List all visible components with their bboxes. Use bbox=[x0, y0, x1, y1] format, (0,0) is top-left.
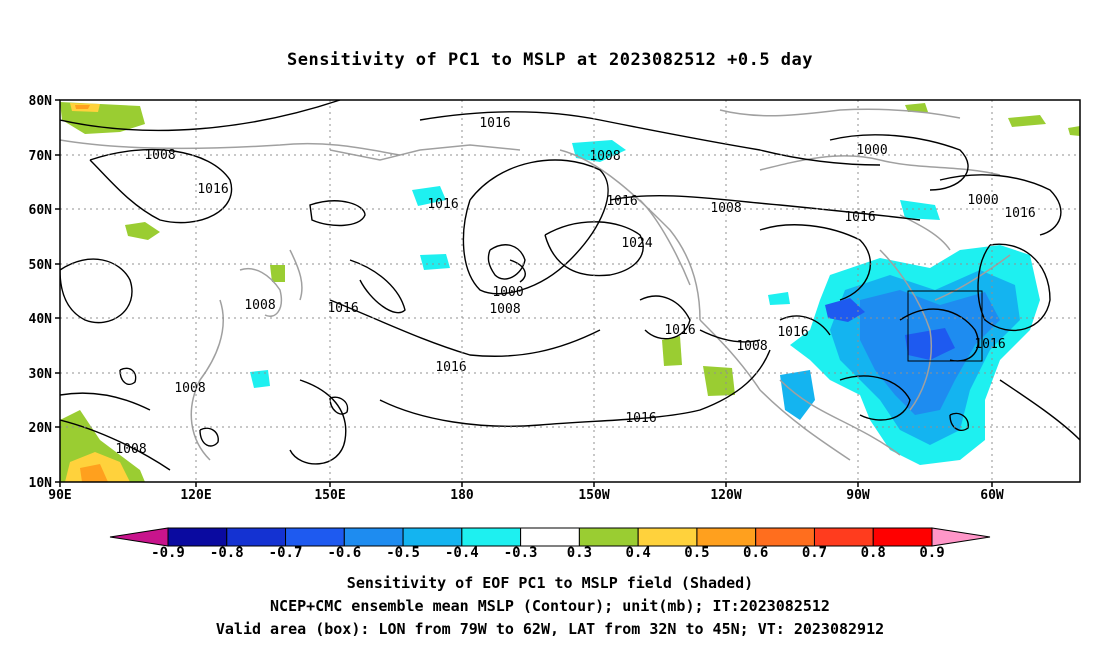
colorbar-swatch bbox=[755, 527, 815, 547]
colorbar-swatch bbox=[872, 527, 933, 547]
lon-label: 150E bbox=[314, 488, 345, 503]
latitude-axis: 80N 70N 60N 50N 40N 30N 20N 10N bbox=[29, 94, 60, 491]
contour-label: 1016 bbox=[427, 197, 458, 212]
map-frame bbox=[59, 99, 1081, 483]
colorbar-tick-label: 0.5 bbox=[684, 545, 709, 561]
contour-label: 1016 bbox=[844, 210, 875, 225]
lat-label: 30N bbox=[29, 367, 53, 382]
colorbar-swatch bbox=[226, 527, 287, 547]
colorbar-low-end bbox=[109, 527, 169, 547]
contour-label: 1016 bbox=[1004, 206, 1035, 221]
colorbar-tick-label: 0.9 bbox=[919, 545, 944, 561]
colorbar-tick-label: -0.6 bbox=[327, 545, 361, 561]
contour-label: 1008 bbox=[144, 148, 175, 163]
lon-label: 90W bbox=[846, 488, 870, 503]
colorbar-tick-label: 0.7 bbox=[802, 545, 827, 561]
contour-label: 1008 bbox=[244, 298, 275, 313]
colorbar-swatch bbox=[520, 527, 580, 547]
lat-label: 50N bbox=[29, 258, 53, 273]
colorbar-swatch bbox=[461, 527, 522, 547]
contour-label: 1008 bbox=[489, 302, 520, 317]
colorbar-tick-label: 0.6 bbox=[743, 545, 768, 561]
lon-label: 60W bbox=[980, 488, 1004, 503]
contour-label: 1008 bbox=[174, 381, 205, 396]
colorbar-tick-label: 0.8 bbox=[861, 545, 886, 561]
colorbar-swatch bbox=[696, 527, 757, 547]
lon-label: 180 bbox=[450, 488, 474, 503]
colorbar-swatch bbox=[402, 527, 463, 547]
longitude-axis: 90E 120E 150E 180 150W 120W 90W 60W bbox=[48, 482, 1004, 503]
lon-label: 120W bbox=[710, 488, 741, 503]
lat-label: 60N bbox=[29, 203, 53, 218]
colorbar-swatch bbox=[167, 527, 228, 547]
coastlines bbox=[60, 108, 1011, 461]
colorbar-swatch bbox=[578, 527, 639, 547]
colorbar-swatch bbox=[813, 527, 874, 547]
contour-label: 1016 bbox=[327, 301, 358, 316]
colorbar-swatch bbox=[343, 527, 404, 547]
colorbar-tick-label: 0.4 bbox=[626, 545, 651, 561]
colorbar-high-end bbox=[931, 527, 991, 547]
contour-label: 1000 bbox=[856, 143, 887, 158]
colorbar-tick-label: -0.7 bbox=[269, 545, 303, 561]
lat-label: 80N bbox=[29, 94, 53, 109]
lat-label: 10N bbox=[29, 476, 53, 491]
colorbar-tick-label: 0.3 bbox=[567, 545, 592, 561]
contour-label: 1000 bbox=[967, 193, 998, 208]
lon-label: 150W bbox=[578, 488, 609, 503]
colorbar-tick-label: -0.3 bbox=[504, 545, 538, 561]
colorbar-tick-label: -0.9 bbox=[151, 545, 185, 561]
lat-label: 40N bbox=[29, 312, 53, 327]
lon-label: 90E bbox=[48, 488, 71, 503]
colorbar-tick-label: -0.4 bbox=[445, 545, 479, 561]
valid-area-box bbox=[907, 290, 983, 362]
contour-label: 1008 bbox=[736, 339, 767, 354]
colorbar-labels: -0.9 -0.8 -0.7 -0.6 -0.5 -0.4 -0.3 0.3 0.4 0.5 0.6… bbox=[151, 545, 945, 561]
contour-label: 1016 bbox=[479, 116, 510, 131]
colorbar-tick-label: -0.8 bbox=[210, 545, 244, 561]
footer-line-2: NCEP+CMC ensemble mean MSLP (Contour); u… bbox=[270, 597, 830, 615]
chart-title: Sensitivity of PC1 to MSLP at 2023082512… bbox=[286, 50, 813, 70]
contour-label: 1008 bbox=[115, 442, 146, 457]
colorbar-swatch bbox=[637, 527, 698, 547]
contour-label: 1016 bbox=[197, 182, 228, 197]
footer-line-1: Sensitivity of EOF PC1 to MSLP field (Sh… bbox=[346, 574, 754, 592]
gridlines bbox=[60, 100, 1080, 482]
contour-label: 1016 bbox=[664, 323, 695, 338]
sensitivity-shading bbox=[60, 102, 1080, 482]
contour-label: 1016 bbox=[974, 337, 1005, 352]
footer-line-3: Valid area (box): LON from 79W to 62W, L… bbox=[215, 620, 885, 638]
contour-label: 1016 bbox=[606, 194, 637, 209]
contour-label: 1016 bbox=[625, 411, 656, 426]
colorbar bbox=[109, 527, 991, 547]
contour-label: 1016 bbox=[777, 325, 808, 340]
mslp-contours bbox=[60, 100, 1080, 471]
contour-label: 1008 bbox=[589, 149, 620, 164]
lon-label: 120E bbox=[180, 488, 211, 503]
colorbar-swatch bbox=[285, 527, 345, 547]
contour-label: 1016 bbox=[435, 360, 466, 375]
contour-label: 1024 bbox=[621, 236, 652, 251]
lat-label: 70N bbox=[29, 149, 53, 164]
lat-label: 20N bbox=[29, 421, 53, 436]
colorbar-tick-label: -0.5 bbox=[386, 545, 420, 561]
contour-label: 1000 bbox=[492, 285, 523, 300]
